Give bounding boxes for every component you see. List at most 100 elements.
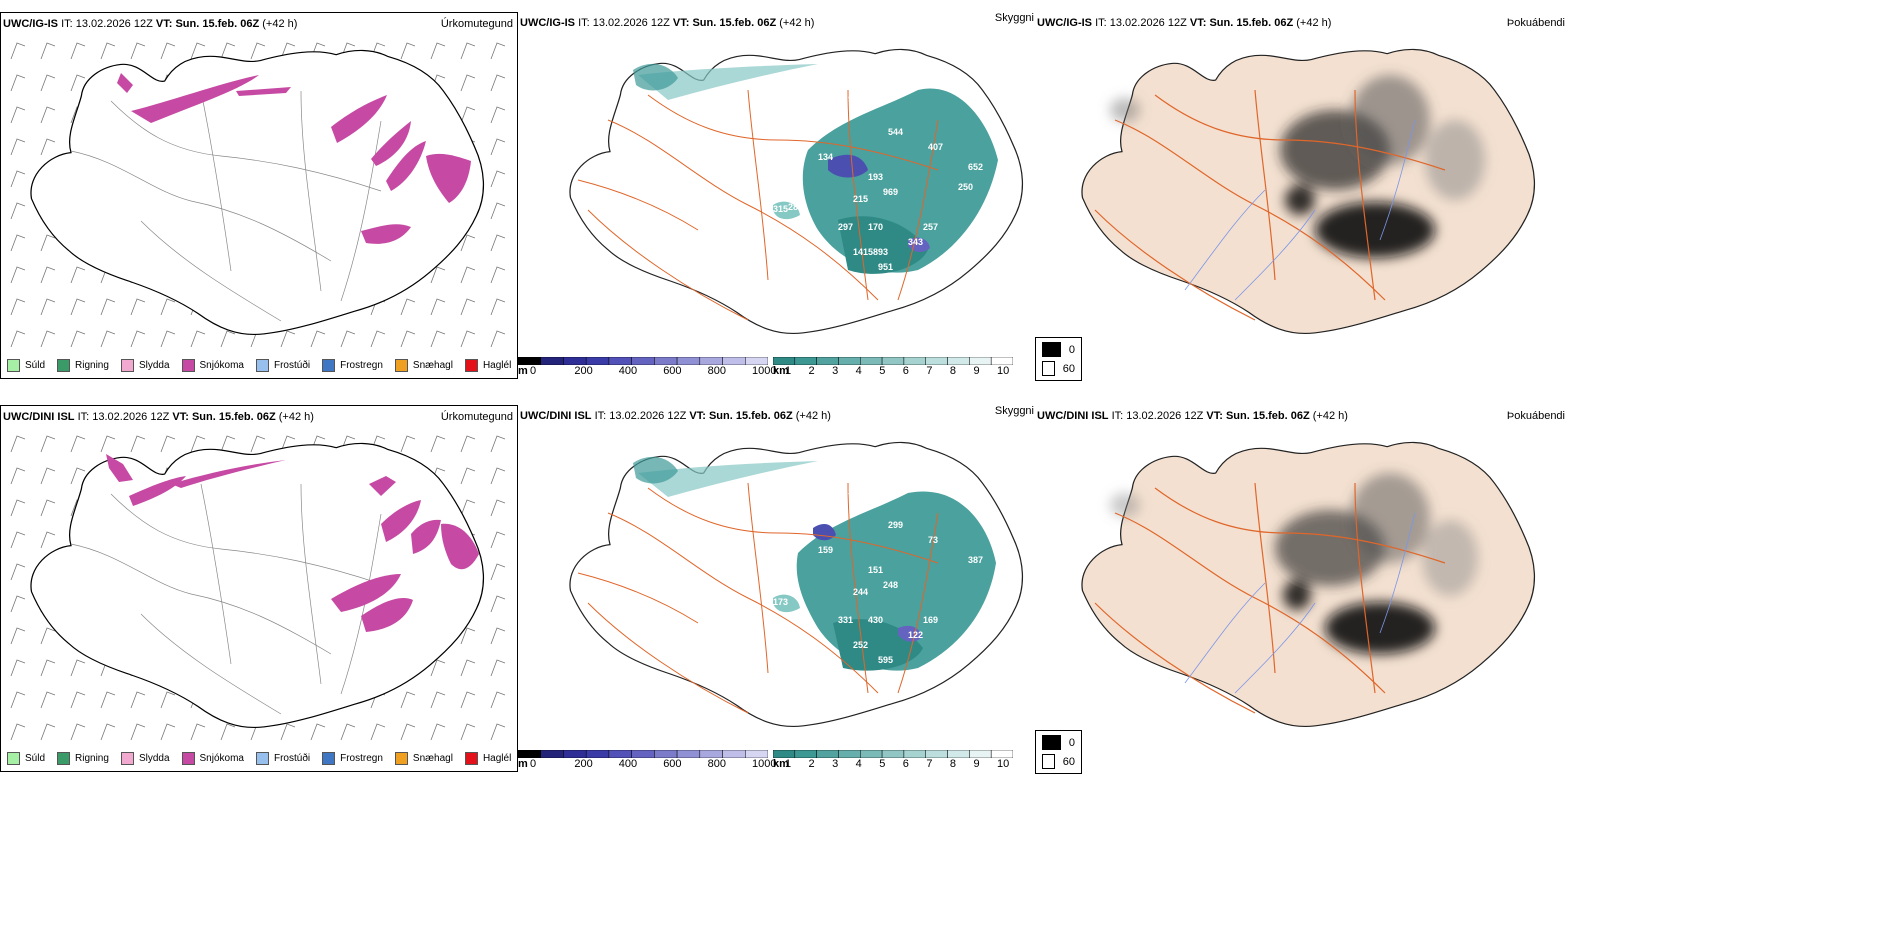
wind-barb: [70, 659, 86, 677]
legend-label: Frostúði: [273, 753, 311, 764]
colorbar-tick: 10: [997, 758, 1010, 770]
road-network: [70, 90, 382, 322]
fog-legend-label: 0: [1068, 343, 1075, 356]
legend-swatch: [464, 752, 478, 765]
wind-barb: [460, 330, 476, 348]
colorbar-tick: 0: [530, 365, 537, 377]
cloud-areas: [633, 63, 998, 274]
wind-barb: [220, 435, 236, 453]
panel-header: UWC/IG-IS IT: 13.02.2026 12Z VT: Sun. 15…: [1037, 17, 1332, 29]
colorbar-tick: 800: [707, 758, 726, 770]
colorbar-swatch: [838, 357, 861, 365]
wind-barb: [40, 266, 56, 284]
ceiling-label: 315: [773, 204, 788, 214]
colorbar-tick: 200: [574, 758, 593, 770]
wind-barb: [490, 627, 506, 645]
wind-barb: [490, 170, 506, 188]
colorbar-swatch: [563, 357, 587, 365]
wind-barb: [460, 435, 476, 453]
colorbar-tick: 9: [973, 758, 980, 770]
colorbar-tick: 7: [926, 365, 933, 377]
colorbar-swatch: [903, 750, 926, 758]
legend-swatch: [394, 359, 408, 372]
colorbar-tick: 5: [879, 758, 886, 770]
legend-label: Snæhagl: [412, 753, 453, 764]
wind-barb: [490, 74, 506, 92]
ceiling-labels: 352 299 73 159 151 387 248 244 173 331 430 169 252 12…: [773, 487, 983, 665]
panel-title: Úrkomutegund: [440, 411, 513, 423]
colorbar-tick: 2: [808, 365, 815, 377]
legend-swatch: [255, 752, 269, 765]
panel-header: UWC/DINI ISL IT: 13.02.2026 12Z VT: Sun.…: [3, 411, 314, 423]
colorbar-swatch: [540, 750, 564, 758]
wind-barb: [400, 330, 416, 348]
colorbar-unit: km: [773, 758, 789, 770]
wind-barb: [250, 435, 266, 453]
wind-barb: [460, 266, 476, 284]
ceiling-label: 170: [868, 222, 883, 232]
wind-barb: [490, 266, 506, 284]
ceiling-label: 169: [923, 615, 938, 625]
ceiling-label: 387: [968, 555, 983, 565]
wind-barb: [10, 42, 26, 60]
ceiling-label: 595: [878, 655, 893, 665]
ceiling-m-ticks: m 0 200 400 600 800 1000: [518, 758, 776, 770]
legend-item: Frostúði: [255, 359, 310, 372]
legend-item: Snæhagl: [394, 359, 453, 372]
legend-label: Snæhagl: [412, 360, 453, 371]
rivers: [1184, 512, 1416, 694]
fog-legend-item: 0: [1042, 735, 1075, 750]
wind-barb: [100, 435, 116, 453]
colorbar-swatch: [947, 357, 970, 365]
colorbar-tick: 800: [707, 365, 726, 377]
ceiling-label: 937: [848, 94, 863, 104]
precip-map: [10, 42, 506, 348]
wind-barb: [490, 138, 506, 156]
wind-barb: [40, 42, 56, 60]
panel-header: UWC/DINI ISL IT: 13.02.2026 12Z VT: Sun.…: [1037, 410, 1348, 422]
colorbar-swatch: [969, 750, 992, 758]
wind-barb: [430, 266, 446, 284]
wind-barb: [460, 499, 476, 517]
colorbar-swatch: [990, 750, 1013, 758]
visibility-km-ticks: km 1 2 3 4 5 6 7 8 9 10: [773, 365, 1013, 377]
wind-barb: [160, 42, 176, 60]
ceiling-label: 134: [818, 152, 833, 162]
wind-barb: [10, 499, 26, 517]
colorbar-tick: 9: [973, 365, 980, 377]
fog-panel-row2: UWC/DINI ISL IT: 13.02.2026 12Z VT: Sun.…: [1035, 405, 1565, 772]
road-network: [577, 482, 939, 714]
wind-barb: [130, 298, 146, 316]
legend-swatch: [120, 752, 134, 765]
wind-barb: [430, 330, 446, 348]
ceiling-label: 173: [773, 597, 788, 607]
legend-swatch: [120, 359, 134, 372]
colorbar-tick: 3: [832, 365, 839, 377]
wind-barb: [340, 330, 356, 348]
ceiling-label: 430: [868, 615, 883, 625]
wind-barb: [370, 723, 386, 741]
colorbar-swatch: [585, 357, 610, 365]
wind-barb: [130, 330, 146, 348]
wind-barb: [10, 106, 26, 124]
colorbar-tick: 600: [663, 365, 682, 377]
fog-legend-item: 0: [1042, 342, 1075, 357]
wind-barb: [10, 435, 26, 453]
visibility-km-colorbar: km 1 2 3 4 5 6 7 8 9 10: [773, 357, 1013, 377]
colorbar-tick: 1000: [752, 758, 777, 770]
wind-barb: [490, 298, 506, 316]
colorbar-swatch: [676, 750, 701, 758]
wind-barb: [490, 467, 506, 485]
wind-barb: [490, 531, 506, 549]
colorbar-tick: 4: [855, 758, 862, 770]
wind-barb: [160, 723, 176, 741]
wind-barb: [130, 723, 146, 741]
colorbar-swatch: [773, 357, 796, 365]
legend-item: Slydda: [120, 359, 170, 372]
wind-barb: [10, 531, 26, 549]
wind-barb: [40, 531, 56, 549]
colorbar-tick: 4: [855, 365, 862, 377]
ceiling-label: 299: [888, 520, 903, 530]
wind-barb: [220, 330, 236, 348]
fog-shading: [1110, 75, 1485, 258]
